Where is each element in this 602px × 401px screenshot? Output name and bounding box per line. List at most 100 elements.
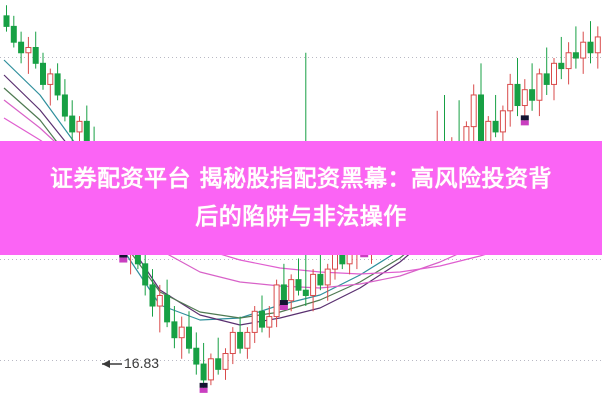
- candle-body: [514, 83, 521, 107]
- candlestick: [3, 5, 10, 32]
- candle-body: [580, 41, 587, 59]
- candlestick: [142, 247, 149, 296]
- candlestick: [25, 36, 32, 74]
- candle-body: [536, 73, 543, 101]
- signal-marker-dark: [279, 300, 288, 306]
- candlestick: [310, 269, 317, 312]
- candle-body: [200, 363, 207, 381]
- candlestick: [397, 179, 404, 217]
- candlestick: [456, 100, 463, 159]
- candle-body: [310, 273, 317, 296]
- candle-body: [390, 205, 397, 223]
- candlestick: [529, 63, 536, 111]
- candlestick: [434, 110, 441, 169]
- candlestick: [448, 137, 455, 185]
- candle-body: [594, 36, 601, 54]
- candle-body: [463, 126, 470, 149]
- candle-body: [558, 62, 565, 70]
- candle-body: [507, 83, 514, 112]
- candlestick: [543, 47, 550, 95]
- candlestick: [273, 279, 280, 328]
- candlestick: [251, 306, 258, 343]
- candlestick: [288, 274, 295, 312]
- signal-marker-dark: [520, 115, 529, 121]
- candle-body: [54, 73, 61, 96]
- candlestick: [478, 63, 484, 154]
- candlestick: [492, 94, 499, 138]
- candle-body: [405, 184, 411, 196]
- candle-body: [456, 141, 463, 149]
- candle-body: [397, 184, 404, 207]
- candlestick: [266, 306, 273, 338]
- candlestick: [587, 21, 594, 64]
- candle-body: [142, 263, 149, 286]
- candle-body: [164, 294, 171, 323]
- candlestick: [186, 311, 192, 354]
- candle-body: [543, 73, 550, 85]
- candle-body: [361, 236, 368, 249]
- low-price-arrow-layer: [102, 360, 122, 368]
- signal-marker-dark: [360, 247, 369, 253]
- candlestick: [302, 52, 309, 307]
- candlestick: [215, 337, 222, 375]
- candlestick: [69, 100, 76, 143]
- candle-body: [339, 247, 346, 265]
- candle-body: [280, 284, 287, 302]
- candlestick: [164, 279, 171, 328]
- candle-body: [572, 52, 579, 59]
- candle-body: [178, 326, 185, 339]
- candlestick: [40, 52, 46, 90]
- candle-body: [171, 321, 178, 339]
- candle-body: [448, 141, 455, 165]
- candlestick: [514, 58, 521, 117]
- candlestick: [383, 189, 390, 227]
- candle-body: [266, 316, 273, 328]
- candle-body: [215, 358, 222, 370]
- candlestick: [470, 84, 477, 143]
- candlestick: [594, 26, 601, 69]
- candle-body: [426, 157, 433, 180]
- candlestick: [18, 31, 25, 64]
- signal-marker-magenta: [199, 387, 208, 393]
- candlestick: [91, 126, 98, 175]
- candlestick: [317, 253, 324, 291]
- candle-body: [25, 46, 32, 54]
- candle-body: [61, 94, 68, 117]
- candlestick: [178, 316, 185, 359]
- candle-body: [149, 284, 156, 307]
- candle-body: [419, 173, 426, 180]
- candle-body: [47, 73, 54, 85]
- candle-body: [383, 210, 390, 223]
- candlestick: [207, 353, 214, 386]
- candlestick: [375, 205, 382, 243]
- candlestick-layer: [3, 5, 601, 389]
- candlestick: [441, 94, 448, 175]
- candlestick: [412, 168, 419, 212]
- candlestick: [580, 31, 587, 74]
- candlestick: [485, 116, 492, 159]
- candle-body: [193, 347, 200, 365]
- candlestick: [332, 242, 338, 280]
- candle-body: [375, 210, 382, 233]
- candlestick: [134, 221, 141, 270]
- candle-body: [32, 46, 39, 64]
- signal-marker-magenta: [360, 252, 369, 258]
- candlestick: [105, 168, 112, 217]
- candlestick: [558, 36, 565, 80]
- candle-body: [186, 326, 192, 349]
- candlestick: [54, 63, 61, 101]
- candlestick: [98, 147, 105, 196]
- candle-body: [529, 89, 536, 101]
- candlestick: [405, 158, 411, 201]
- candle-body: [521, 89, 528, 107]
- candlestick: [346, 242, 353, 275]
- candle-body: [551, 62, 557, 85]
- left-arrow-head-icon: [102, 360, 110, 368]
- candle-body: [18, 41, 25, 54]
- candle-body: [288, 279, 295, 302]
- candle-body: [295, 279, 302, 291]
- candle-body: [259, 310, 265, 328]
- signal-marker-magenta: [520, 120, 529, 126]
